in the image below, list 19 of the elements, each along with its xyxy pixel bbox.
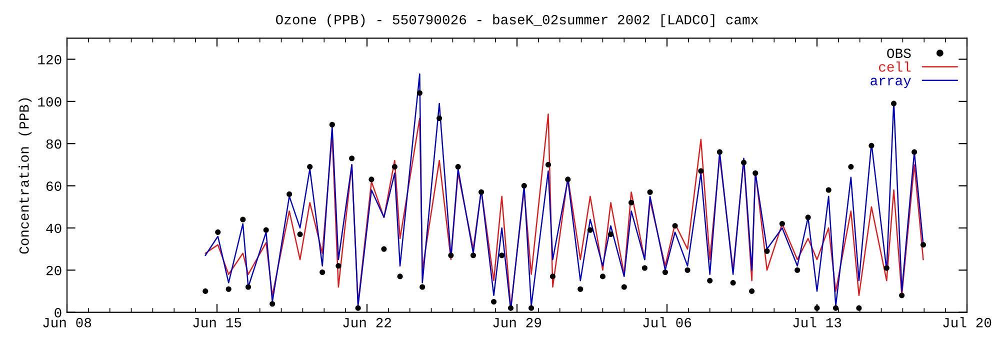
x-tick-label: Jun 22 [343, 318, 392, 328]
chart-title: Ozone (PPB) - 550790026 - baseK_02summer 2002 [LADCO] camx [276, 14, 758, 28]
x-tick-label: Jul 20 [943, 317, 992, 328]
legend-label: array [870, 78, 911, 88]
legend-label: OBS [887, 48, 911, 58]
x-tick-label: Jun 15 [193, 318, 242, 328]
x-tick-label: Jun 29 [493, 318, 542, 328]
y-tick-label: 0 [54, 308, 62, 318]
y-tick-label: 40 [46, 224, 62, 234]
x-tick-label: Jul 13 [793, 317, 842, 328]
x-tick-label: Jun 08 [43, 318, 92, 328]
y-tick-label: 100 [38, 97, 62, 107]
legend-label: cell [878, 62, 911, 72]
y-tick-label: 60 [46, 182, 62, 191]
y-axis-title: Concentration (PPB) [18, 98, 32, 254]
x-tick-label: Jul 06 [643, 317, 692, 328]
y-tick-label: 120 [38, 55, 62, 64]
y-tick-label: 20 [46, 266, 62, 276]
y-tick-label: 80 [46, 139, 62, 149]
